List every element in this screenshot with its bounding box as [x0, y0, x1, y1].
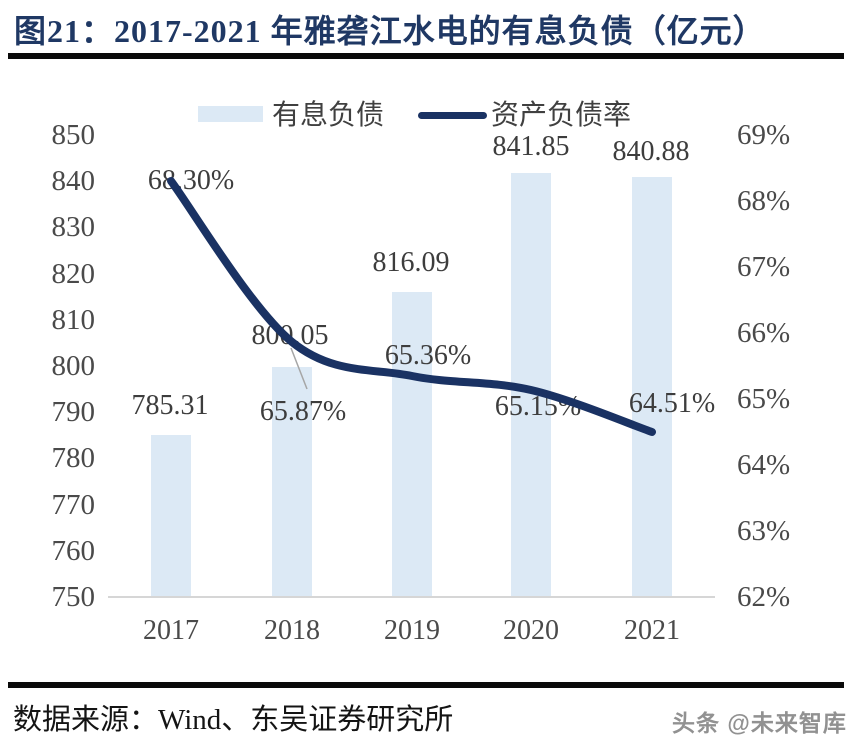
legend-bar-swatch — [198, 106, 263, 122]
data-source-text: 数据来源：Wind、东吴证券研究所 — [13, 704, 454, 736]
left-axis-tick: 850 — [51, 119, 96, 151]
right-axis-tick: 69% — [737, 119, 791, 151]
legend-line-marker — [418, 112, 487, 119]
ratio-label-2019: 65.36% — [384, 340, 472, 371]
right-axis-tick: 64% — [737, 449, 791, 481]
debt-value-label-2017: 785.31 — [131, 390, 209, 421]
x-tick-2018: 2018 — [264, 615, 320, 646]
debt-value-label-2018: 800.05 — [251, 320, 329, 351]
title-divider-rule — [8, 53, 844, 59]
left-axis-tick: 760 — [51, 535, 96, 567]
left-axis-tick: 780 — [51, 442, 96, 474]
right-axis-tick: 66% — [737, 317, 791, 349]
debt-bar-2017 — [151, 435, 191, 598]
x-tick-2019: 2019 — [384, 615, 440, 646]
debt-bar-2019 — [392, 292, 432, 598]
left-axis-tick: 840 — [51, 165, 96, 197]
figure-title: 图21：2017-2021 年雅砻江水电的有息负债（亿元） — [14, 13, 766, 49]
x-tick-2021: 2021 — [624, 615, 680, 646]
left-axis-tick: 770 — [51, 489, 96, 521]
left-axis-tick: 810 — [51, 304, 96, 336]
x-axis-line — [108, 596, 715, 598]
left-axis-tick: 820 — [51, 258, 96, 290]
left-axis-tick: 830 — [51, 211, 96, 243]
x-tick-2017: 2017 — [143, 615, 199, 646]
right-axis-tick: 65% — [737, 383, 791, 415]
legend-bar-label: 有息负债 — [272, 100, 385, 131]
right-axis-tick: 68% — [737, 185, 791, 217]
right-axis-tick: 67% — [737, 251, 791, 283]
ratio-label-2021: 64.51% — [628, 388, 716, 419]
debt-bar-2020 — [511, 173, 551, 598]
left-axis-tick: 800 — [51, 350, 96, 382]
ratio-label-2020: 65.15% — [494, 391, 582, 422]
debt-value-label-2019: 816.09 — [372, 247, 450, 278]
watermark-text: 头条 @未来智库 — [672, 710, 847, 736]
legend-line-label: 资产负债率 — [491, 100, 632, 131]
ratio-label-2017: 68.30% — [147, 165, 235, 196]
left-axis-tick: 750 — [51, 581, 96, 613]
ratio-label-2018: 65.87% — [259, 396, 347, 427]
right-axis-tick: 63% — [737, 515, 791, 547]
left-axis-tick: 790 — [51, 396, 96, 428]
debt-value-label-2021: 840.88 — [612, 136, 690, 167]
x-tick-2020: 2020 — [503, 615, 559, 646]
debt-value-label-2020: 841.85 — [492, 131, 570, 162]
right-axis-tick: 62% — [737, 581, 791, 613]
footer-divider-rule — [8, 682, 844, 688]
